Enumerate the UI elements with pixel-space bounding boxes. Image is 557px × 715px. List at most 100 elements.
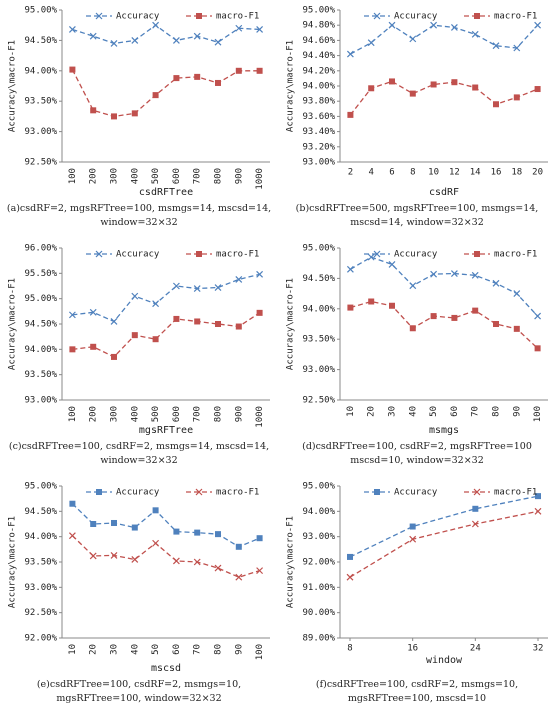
x-tick-label: 80: [492, 406, 502, 417]
point: [493, 101, 499, 108]
y-tick-label: 93.40%: [302, 127, 335, 137]
y-tick-label: 94.50%: [24, 36, 57, 46]
y-tick-label: 94.50%: [24, 507, 57, 517]
y-tick-label: 92.50%: [24, 158, 57, 168]
y-tick-label: 94.00%: [24, 532, 57, 542]
point: [409, 90, 416, 97]
y-tick-label: 93.00%: [24, 583, 57, 593]
y-tick-label: 93.00%: [24, 396, 57, 406]
y-tick-label: 93.80%: [302, 97, 335, 107]
point: [152, 300, 160, 308]
legend-label: macro-F1: [494, 488, 537, 498]
y-tick-label: 93.00%: [302, 158, 335, 168]
point: [131, 556, 139, 563]
point: [89, 32, 97, 40]
point: [131, 524, 138, 531]
point: [256, 535, 263, 542]
point: [346, 50, 354, 58]
y-tick-label: 95.00%: [24, 294, 57, 304]
x-tick-label: 32: [533, 644, 544, 654]
y-tick-label: 94.40%: [302, 51, 335, 61]
point: [472, 307, 479, 314]
x-tick-label: 90: [512, 406, 522, 417]
y-tick-label: 95.00%: [24, 6, 57, 16]
point: [68, 26, 76, 33]
legend-label: Accuracy: [394, 12, 438, 22]
y-tick-label: 94.00%: [302, 82, 335, 92]
point: [389, 78, 395, 85]
caption: (d)csdRFTree=100, csdRF=2, mgsRFTree=100…: [302, 441, 532, 466]
y-tick-label: 94.50%: [302, 274, 335, 284]
x-tick-label: 60: [450, 406, 460, 417]
point: [493, 321, 499, 327]
legend-label: macro-F1: [494, 250, 537, 260]
y-tick-label: 95.00%: [302, 244, 335, 254]
point: [193, 32, 201, 40]
point: [534, 345, 541, 352]
y-axis-title: Accuracy\macro-F1: [286, 278, 296, 370]
y-tick-label: 92.00%: [24, 634, 57, 644]
point: [534, 86, 541, 93]
point: [347, 111, 354, 118]
y-tick-label: 94.20%: [302, 66, 335, 76]
point: [256, 567, 264, 575]
legend-label: macro-F1: [216, 12, 259, 22]
point: [152, 539, 160, 547]
point: [152, 21, 160, 29]
y-axis-title: Accuracy\macro-F1: [8, 40, 18, 132]
point: [89, 308, 97, 316]
point: [235, 543, 242, 550]
x-tick-label: 400: [130, 406, 140, 422]
caption: (c)csdRFTree=100, csdRF=2, msmgs=14, msc…: [8, 441, 270, 466]
x-tick-label: 20: [532, 168, 543, 178]
point: [256, 309, 263, 316]
point: [235, 24, 243, 32]
point: [388, 260, 396, 268]
x-tick-label: 8: [410, 168, 415, 178]
x-tick-label: 8: [347, 644, 352, 654]
point: [346, 573, 354, 581]
legend-label: macro-F1: [216, 488, 259, 498]
chart: 92.50% 93.00% 93.50% 94.00% 94.50% 95.00% 10 20…: [286, 244, 548, 436]
point: [110, 318, 118, 325]
y-tick-label: 92.00%: [302, 558, 335, 568]
point: [214, 284, 222, 291]
point: [111, 519, 117, 526]
legend-label: Accuracy: [116, 488, 160, 498]
point: [346, 265, 354, 273]
x-tick-label: 20: [89, 644, 99, 655]
x-tick-label: 600: [172, 406, 182, 422]
point: [131, 292, 139, 300]
point: [367, 253, 375, 261]
point: [513, 290, 521, 298]
y-tick-label: 95.00%: [24, 482, 57, 492]
x-tick-label: 300: [110, 168, 120, 184]
point: [131, 36, 139, 44]
point: [90, 521, 97, 527]
x-tick-label: 30: [388, 406, 398, 417]
x-tick-label: 50: [151, 644, 161, 655]
chart-panel: 89.00% 90.00% 91.00% 92.00% 93.00% 94.00% 95.0…: [278, 476, 556, 714]
point: [534, 312, 542, 320]
x-tick-label: 40: [408, 406, 418, 417]
point: [111, 353, 117, 360]
legend-marker: [473, 488, 481, 496]
y-tick-label: 93.50%: [24, 558, 57, 568]
point: [193, 558, 201, 566]
series-line: [349, 80, 538, 116]
legend-marker: [95, 250, 103, 258]
x-tick-label: 2: [348, 168, 353, 178]
point: [194, 73, 201, 80]
point: [131, 110, 138, 117]
chart: 93.00% 93.50% 94.00% 94.50% 95.00% 95.50% 96.0…: [8, 244, 270, 436]
y-tick-label: 95.50%: [24, 269, 57, 279]
legend-marker: [374, 489, 380, 495]
chart: 93.00% 93.20% 93.40% 93.60% 93.80% 94.00% 94.2…: [286, 6, 548, 198]
x-tick-label: 12: [449, 168, 460, 178]
point: [430, 81, 437, 88]
x-axis-title: mscsd: [151, 663, 181, 674]
x-axis-title: mgsRFTree: [139, 425, 193, 436]
x-tick-label: 10: [68, 644, 78, 655]
chart-panel: 93.00% 93.50% 94.00% 94.50% 95.00% 95.50% 96.0…: [0, 238, 278, 476]
